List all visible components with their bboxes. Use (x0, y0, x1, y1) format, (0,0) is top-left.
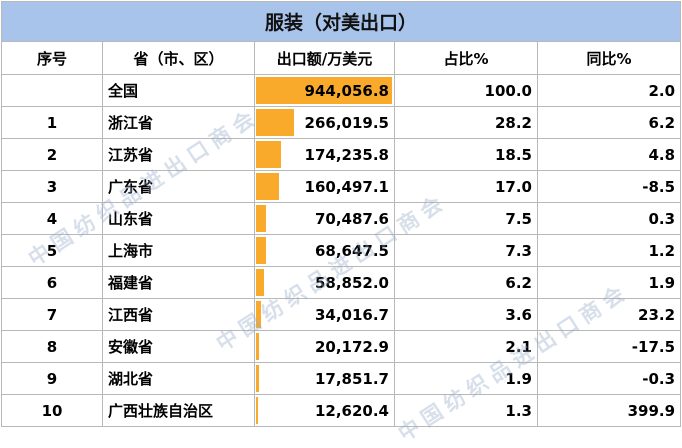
export-cell: 20,172.9 (254, 330, 395, 363)
table-row: 6 福建省 58,852.0 6.2 1.9 (1, 266, 682, 299)
rank-cell: 6 (1, 266, 103, 299)
export-value: 266,019.5 (304, 113, 389, 132)
province-cell: 浙江省 (102, 106, 255, 139)
export-data-bar (256, 141, 282, 168)
rank-cell: 7 (1, 298, 103, 331)
rank-cell: 9 (1, 362, 103, 395)
province-cell: 安徽省 (102, 330, 255, 363)
province-cell: 广东省 (102, 170, 255, 203)
export-cell: 266,019.5 (254, 106, 395, 139)
rank-cell: 3 (1, 170, 103, 203)
export-value: 174,235.8 (304, 145, 389, 164)
export-value: 160,497.1 (304, 177, 389, 196)
province-cell: 全国 (102, 74, 255, 107)
share-cell: 3.6 (394, 298, 538, 331)
header-yoy: 同比% (536, 41, 682, 75)
export-data-bar (256, 77, 392, 104)
export-data-bar (256, 301, 261, 328)
export-value: 58,852.0 (314, 273, 389, 292)
yoy-cell: -0.3 (536, 362, 682, 395)
share-cell: 28.2 (394, 106, 538, 139)
table-row: 4 山东省 70,487.6 7.5 0.3 (1, 202, 682, 235)
rank-cell: 10 (1, 394, 103, 427)
table-row: 2 江苏省 174,235.8 18.5 4.8 (1, 138, 682, 171)
yoy-cell: 6.2 (536, 106, 682, 139)
table-row: 5 上海市 68,647.5 7.3 1.2 (1, 234, 682, 267)
export-data-bar (256, 109, 295, 136)
export-cell: 70,487.6 (254, 202, 395, 235)
rank-cell: 4 (1, 202, 103, 235)
table-title: 服装（对美出口） (0, 1, 682, 42)
share-cell: 17.0 (394, 170, 538, 203)
share-cell: 7.5 (394, 202, 538, 235)
export-data-bar (256, 205, 267, 232)
rank-cell: 5 (1, 234, 103, 267)
rank-cell: 8 (1, 330, 103, 363)
export-value: 20,172.9 (314, 337, 389, 356)
share-cell: 100.0 (394, 74, 538, 107)
province-cell: 上海市 (102, 234, 255, 267)
export-data-bar (256, 269, 265, 296)
export-table: 服装（对美出口） 序号 省（市、区） 出口额/万美元 占比% 同比% 全国 944… (0, 1, 682, 427)
table-row: 全国 944,056.8 100.0 2.0 (1, 74, 682, 107)
export-value: 12,620.4 (314, 401, 389, 420)
header-share: 占比% (394, 41, 538, 75)
province-cell: 山东省 (102, 202, 255, 235)
table-row: 8 安徽省 20,172.9 2.1 -17.5 (1, 330, 682, 363)
export-cell: 58,852.0 (254, 266, 395, 299)
export-cell: 944,056.8 (254, 74, 395, 107)
yoy-cell: 23.2 (536, 298, 682, 331)
export-data-bar (256, 333, 259, 360)
province-cell: 广西壮族自治区 (102, 394, 255, 427)
table-row: 3 广东省 160,497.1 17.0 -8.5 (1, 170, 682, 203)
export-value: 944,056.8 (304, 81, 389, 100)
province-cell: 江西省 (102, 298, 255, 331)
rank-cell (1, 74, 103, 107)
yoy-cell: 1.2 (536, 234, 682, 267)
table-row: 7 江西省 34,016.7 3.6 23.2 (1, 298, 682, 331)
table-body: 全国 944,056.8 100.0 2.0 1 浙江省 266,019.5 28.2 6.2 2… (1, 74, 682, 427)
yoy-cell: 0.3 (536, 202, 682, 235)
share-cell: 7.3 (394, 234, 538, 267)
share-cell: 1.9 (394, 362, 538, 395)
share-cell: 2.1 (394, 330, 538, 363)
header-province: 省（市、区） (102, 41, 255, 75)
province-cell: 江苏省 (102, 138, 255, 171)
export-cell: 17,851.7 (254, 362, 395, 395)
export-value: 17,851.7 (314, 369, 389, 388)
header-rank: 序号 (1, 41, 103, 75)
table-row: 9 湖北省 17,851.7 1.9 -0.3 (1, 362, 682, 395)
share-cell: 6.2 (394, 266, 538, 299)
yoy-cell: 2.0 (536, 74, 682, 107)
share-cell: 1.3 (394, 394, 538, 427)
yoy-cell: 4.8 (536, 138, 682, 171)
export-value: 34,016.7 (314, 305, 389, 324)
yoy-cell: -17.5 (536, 330, 682, 363)
province-cell: 福建省 (102, 266, 255, 299)
header-export: 出口额/万美元 (254, 41, 395, 75)
export-cell: 68,647.5 (254, 234, 395, 267)
province-cell: 湖北省 (102, 362, 255, 395)
yoy-cell: -8.5 (536, 170, 682, 203)
yoy-cell: 1.9 (536, 266, 682, 299)
table-row: 1 浙江省 266,019.5 28.2 6.2 (1, 106, 682, 139)
header-row: 序号 省（市、区） 出口额/万美元 占比% 同比% (1, 41, 682, 75)
title-row: 服装（对美出口） (0, 1, 682, 42)
export-data-bar (256, 237, 266, 264)
rank-cell: 2 (1, 138, 103, 171)
export-cell: 174,235.8 (254, 138, 395, 171)
export-cell: 34,016.7 (254, 298, 395, 331)
table-row: 10 广西壮族自治区 12,620.4 1.3 399.9 (1, 394, 682, 427)
export-data-bar (256, 365, 259, 392)
export-value: 70,487.6 (314, 209, 389, 228)
export-cell: 12,620.4 (254, 394, 395, 427)
export-data-bar (256, 173, 280, 200)
export-data-bar (256, 397, 258, 424)
share-cell: 18.5 (394, 138, 538, 171)
export-value: 68,647.5 (314, 241, 389, 260)
yoy-cell: 399.9 (536, 394, 682, 427)
export-cell: 160,497.1 (254, 170, 395, 203)
rank-cell: 1 (1, 106, 103, 139)
